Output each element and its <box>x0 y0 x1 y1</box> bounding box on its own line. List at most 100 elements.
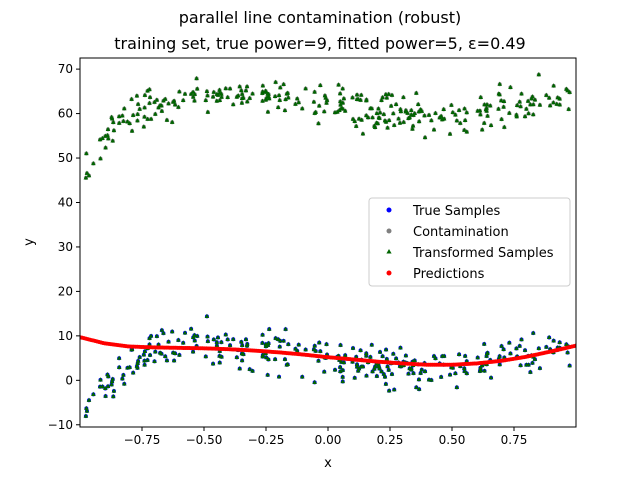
transformed-sample-point <box>152 99 157 104</box>
transformed-sample-point <box>145 116 150 121</box>
transformed-sample-point <box>433 110 438 115</box>
transformed-sample-point <box>397 120 403 125</box>
transformed-sample-point <box>350 345 356 350</box>
transformed-sample-point <box>517 343 522 348</box>
transformed-sample-point <box>450 109 456 115</box>
transformed-sample-point <box>203 97 209 102</box>
transformed-sample-point <box>386 117 392 123</box>
transformed-sample-point <box>83 175 89 180</box>
transformed-sample-point <box>439 117 445 122</box>
transformed-sample-point <box>391 110 396 116</box>
transformed-sample-point <box>211 336 217 342</box>
transformed-sample-point <box>380 94 385 100</box>
transformed-sample-point <box>121 106 127 111</box>
transformed-sample-point <box>453 370 458 375</box>
transformed-sample-point <box>501 104 506 109</box>
transformed-sample-point <box>239 357 245 363</box>
transformed-sample-point <box>401 94 406 99</box>
transformed-sample-point <box>134 93 140 98</box>
transformed-sample-point <box>479 362 485 368</box>
transformed-sample-point <box>250 368 255 373</box>
transformed-sample-point <box>412 110 418 116</box>
transformed-sample-point <box>215 92 221 97</box>
transformed-sample-point <box>358 97 363 102</box>
transformed-sample-point <box>363 112 369 118</box>
transformed-sample-point <box>410 126 415 131</box>
transformed-sample-point <box>532 356 538 361</box>
transformed-sample-point <box>97 384 103 389</box>
transformed-sample-point <box>192 338 198 343</box>
transformed-sample-point <box>514 102 520 108</box>
transformed-sample-point <box>157 102 163 108</box>
transformed-sample-point <box>462 106 467 111</box>
transformed-sample-point <box>141 352 147 357</box>
transformed-sample-point <box>147 341 152 347</box>
transformed-sample-point <box>354 96 360 101</box>
transformed-sample-point <box>546 95 552 100</box>
transformed-sample-point <box>431 127 437 132</box>
transformed-sample-point <box>243 336 249 341</box>
transformed-sample-point <box>264 354 269 360</box>
transformed-sample-point <box>514 112 519 117</box>
transformed-sample-point <box>518 103 523 109</box>
transformed-sample-point <box>219 354 224 359</box>
transformed-sample-point <box>172 350 178 355</box>
transformed-sample-point <box>278 338 283 343</box>
transformed-sample-point <box>105 383 111 388</box>
transformed-sample-point <box>398 106 403 112</box>
transformed-sample-point <box>410 123 416 128</box>
x-tick-label: −0.50 <box>186 433 223 447</box>
transformed-sample-point <box>152 358 157 364</box>
transformed-sample-point <box>396 116 401 121</box>
transformed-sample-point <box>147 335 152 340</box>
transformed-sample-point <box>499 343 504 348</box>
transformed-sample-point <box>488 375 494 380</box>
transformed-sample-point <box>147 100 152 105</box>
transformed-sample-point <box>247 366 253 371</box>
transformed-sample-point <box>244 341 250 346</box>
transformed-sample-point <box>409 107 414 112</box>
transformed-sample-point <box>338 106 344 111</box>
transformed-sample-point <box>391 351 396 356</box>
transformed-sample-point <box>447 131 453 136</box>
transformed-sample-point <box>312 89 317 94</box>
transformed-sample-point <box>363 353 369 358</box>
transformed-sample-point <box>116 113 122 119</box>
transformed-sample-point <box>426 377 432 382</box>
transformed-sample-point <box>454 384 460 389</box>
transformed-sample-point <box>418 370 423 375</box>
transformed-sample-point <box>497 81 503 86</box>
y-tick-label: 60 <box>58 107 73 121</box>
transformed-sample-point <box>217 90 223 95</box>
transformed-sample-point <box>318 348 323 353</box>
transformed-sample-point <box>342 108 348 113</box>
transformed-sample-point <box>230 336 236 341</box>
transformed-sample-point <box>380 353 385 358</box>
transformed-sample-point <box>217 87 222 92</box>
transformed-sample-point <box>190 89 196 94</box>
transformed-sample-point <box>323 95 328 100</box>
transformed-sample-point <box>239 100 245 105</box>
transformed-sample-point <box>429 117 434 123</box>
transformed-sample-point <box>260 90 265 95</box>
transformed-sample-point <box>481 341 487 346</box>
transformed-sample-point <box>383 381 389 386</box>
transformed-sample-point <box>324 100 329 105</box>
transformed-sample-point <box>211 89 217 94</box>
transformed-sample-point <box>129 96 134 101</box>
transformed-sample-point <box>84 170 90 175</box>
legend-label-contamination: Contamination <box>413 225 509 240</box>
transformed-sample-point <box>190 334 196 339</box>
transformed-sample-point <box>171 358 177 363</box>
transformed-sample-point <box>340 86 345 91</box>
transformed-sample-point <box>111 388 117 393</box>
transformed-sample-point <box>190 94 196 99</box>
transformed-sample-point <box>383 347 389 352</box>
transformed-sample-point <box>350 116 356 121</box>
transformed-sample-point <box>530 111 536 117</box>
transformed-sample-point <box>358 92 364 97</box>
transformed-sample-point <box>239 342 245 348</box>
transformed-sample-point <box>129 128 135 133</box>
transformed-sample-point <box>265 91 270 96</box>
transformed-sample-point <box>564 341 569 347</box>
